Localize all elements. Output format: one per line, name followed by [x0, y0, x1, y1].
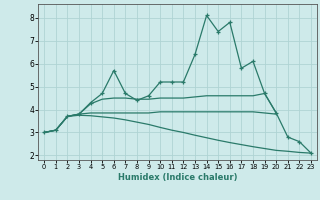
- X-axis label: Humidex (Indice chaleur): Humidex (Indice chaleur): [118, 173, 237, 182]
